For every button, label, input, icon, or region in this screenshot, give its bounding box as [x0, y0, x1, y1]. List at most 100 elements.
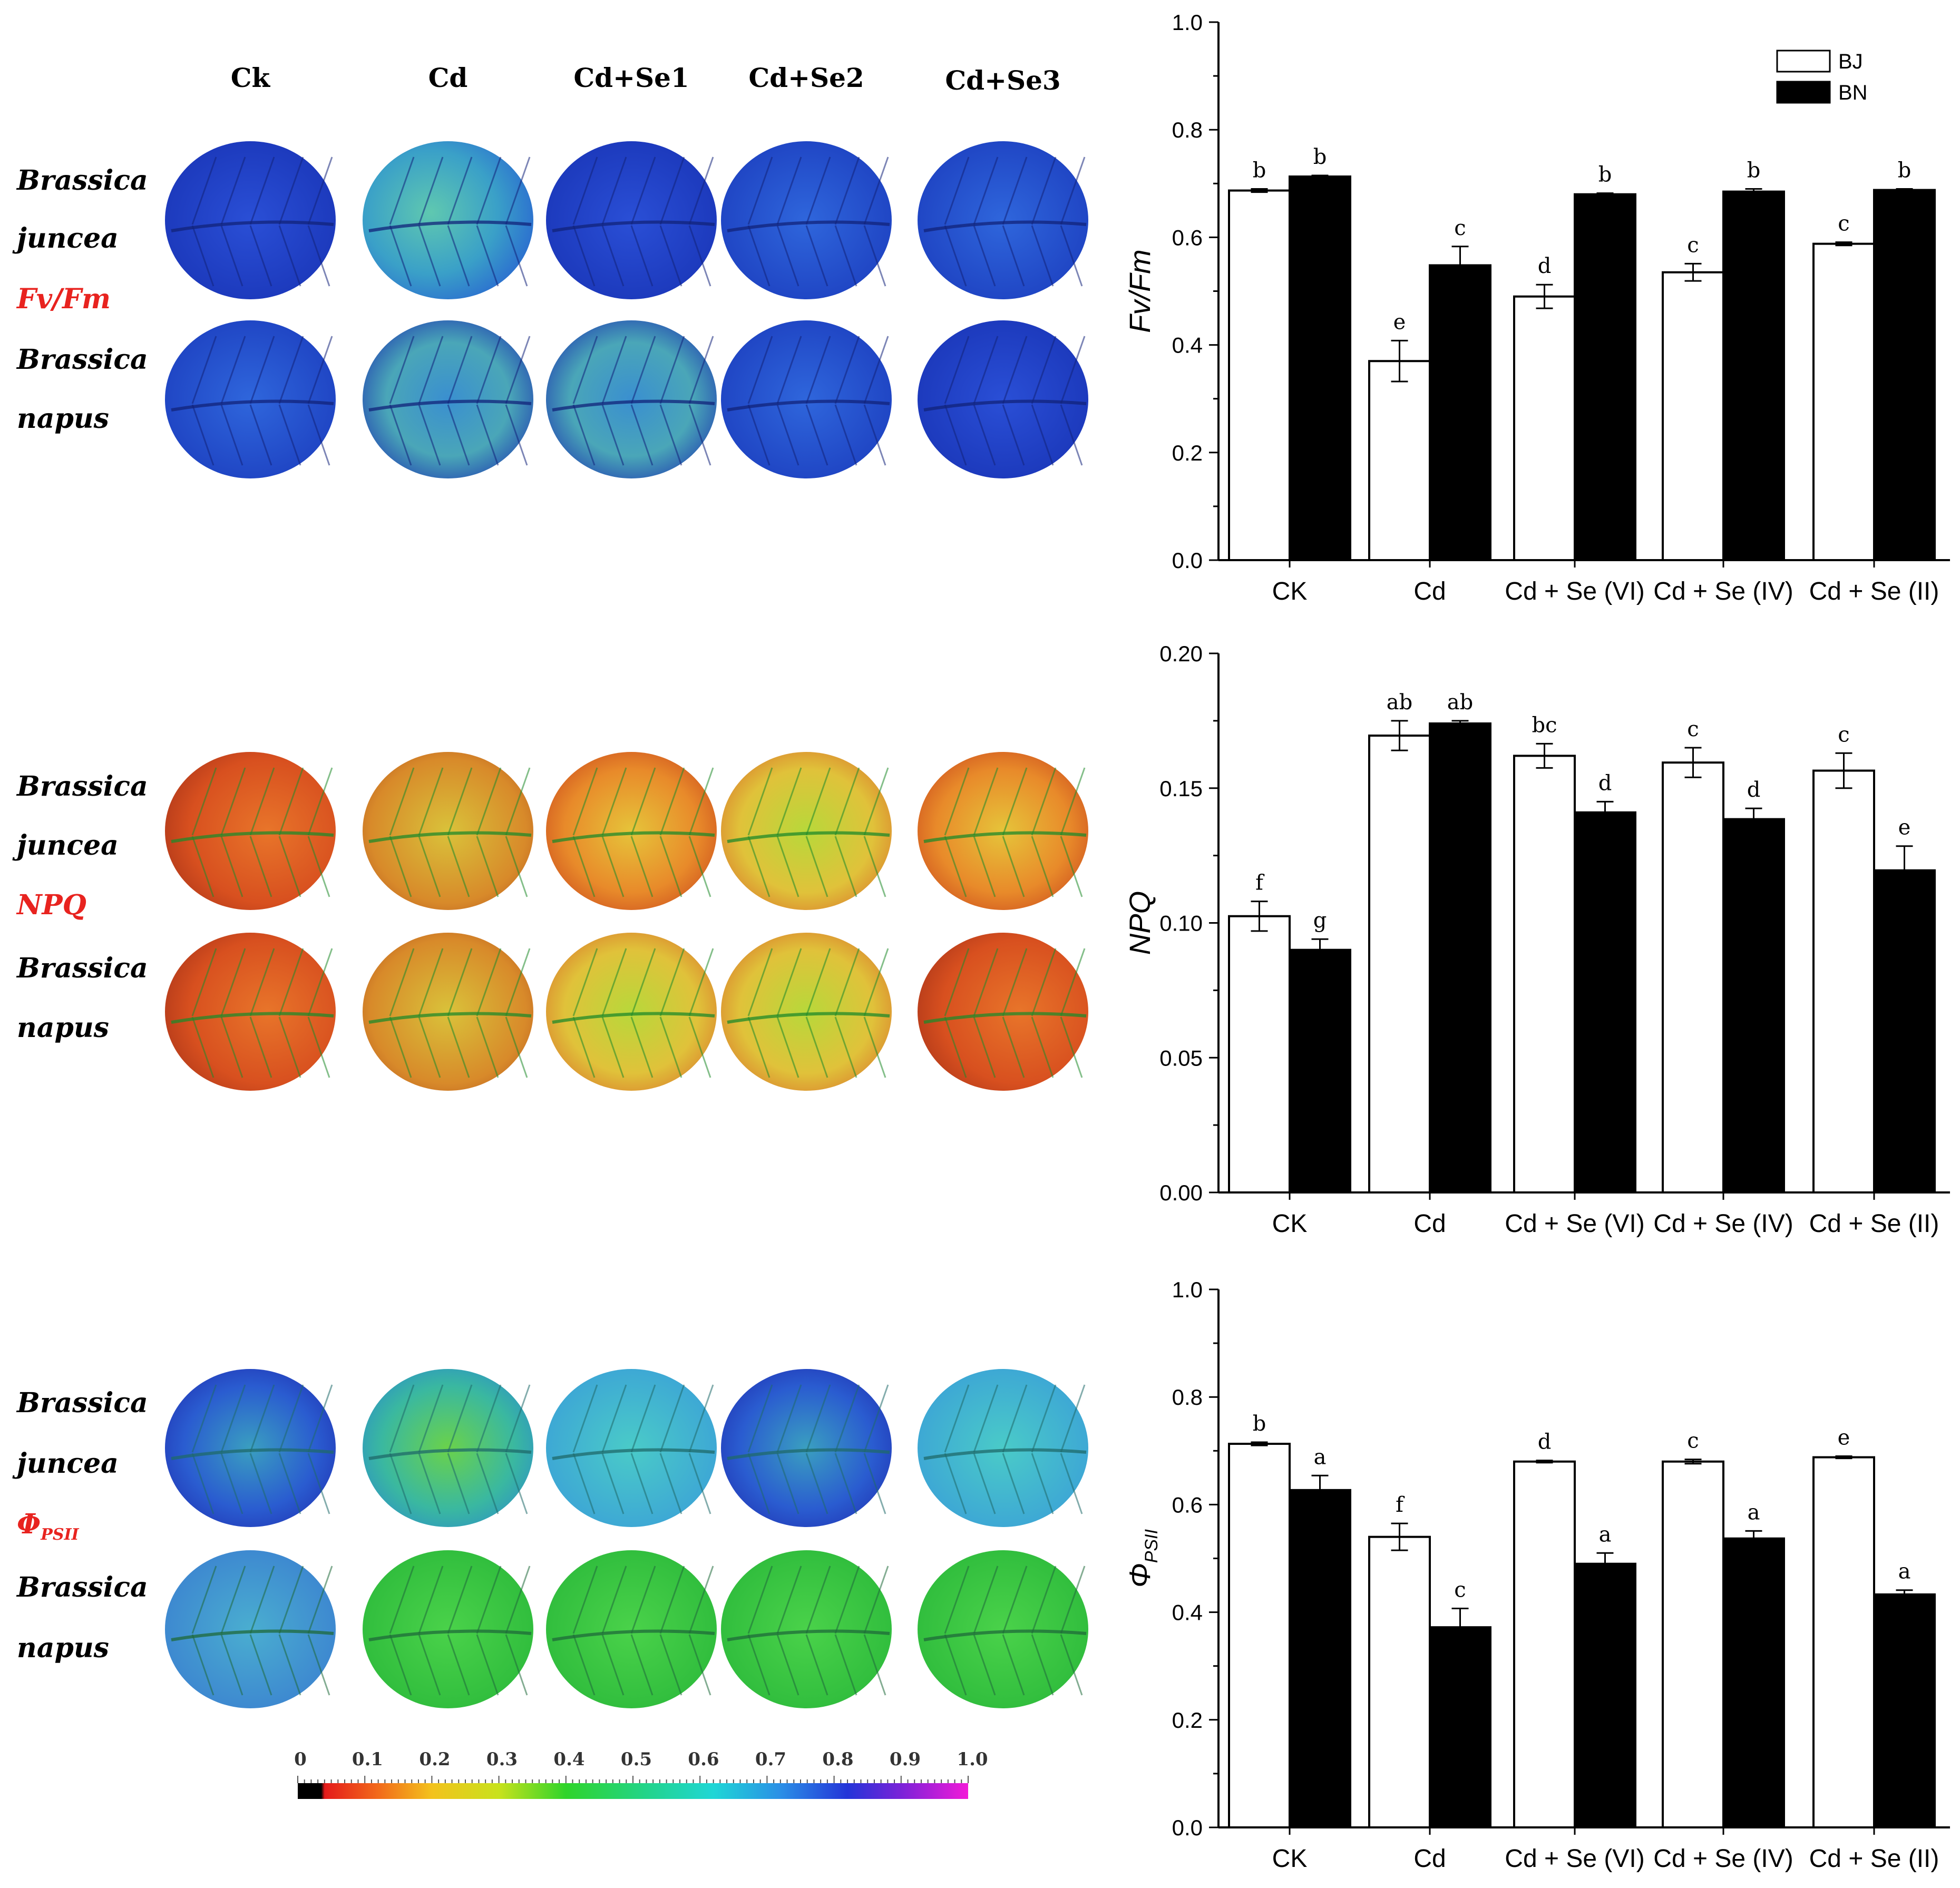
significance-letter: b: [1747, 159, 1761, 183]
species-label: Brassica: [16, 952, 148, 984]
legend: BJ BN: [1776, 50, 1868, 104]
category-label: CK: [1272, 1210, 1308, 1238]
color-scale-label: 1.0: [957, 1749, 988, 1770]
color-scale-label: 0: [294, 1749, 307, 1770]
bar-bn: [1873, 869, 1936, 1194]
bar-bj: [1812, 242, 1875, 562]
bar-bj: [1662, 271, 1724, 561]
bar-bj: [1368, 735, 1431, 1194]
y-tick-label: 0.8: [1172, 1385, 1203, 1410]
significance-letter: ab: [1387, 690, 1412, 715]
leaf-image: [918, 320, 1088, 478]
column-headers: Ck Cd Cd+Se1 Cd+Se2 Cd+Se3: [231, 62, 1061, 96]
leaf-image: [165, 1550, 336, 1708]
significance-letter: c: [1454, 1578, 1466, 1602]
bar-bn: [1289, 948, 1351, 1194]
category-label: Cd + Se (II): [1809, 578, 1939, 605]
species-label: napus: [17, 1012, 109, 1044]
bar-charts: 0.0 0.2 0.4 0.6 0.8 1.0 Fv/Fm CK b b Cd e c Cd + Se (…: [1123, 10, 1950, 1873]
bar-bj: [1368, 360, 1431, 561]
species-label: Brassica: [16, 1571, 148, 1603]
significance-letter: e: [1393, 310, 1406, 334]
col-header-cd-se3: Cd+Se3: [945, 65, 1060, 96]
significance-letter: e: [1838, 1426, 1850, 1450]
significance-letter: d: [1538, 1430, 1552, 1454]
bar-bj: [1812, 1456, 1875, 1828]
bar-bn: [1722, 190, 1785, 561]
significance-letter: f: [1255, 871, 1265, 895]
category-label: Cd: [1413, 1210, 1446, 1238]
bar-bj: [1662, 1460, 1724, 1828]
significance-letter: a: [1599, 1522, 1612, 1547]
leaf-image: [363, 320, 533, 478]
color-scale-label: 0.6: [688, 1749, 719, 1770]
color-scale-label: 0.9: [890, 1749, 921, 1770]
bar-chart-1: 0.0 0.2 0.4 0.6 0.8 1.0 Fv/Fm CK b b Cd e c Cd + Se (…: [1123, 10, 1950, 605]
color-scale-labels: 0 0.1 0.2 0.3 0.4 0.5 0.6 0.7 0.8 0.9 1.0: [294, 1749, 988, 1770]
color-scale-ticks: [297, 1776, 969, 1783]
leaf-image: [546, 1550, 717, 1708]
category-label: Cd + Se (IV): [1653, 1845, 1793, 1873]
bar-bj: [1513, 295, 1576, 562]
leaf-image: [363, 1369, 533, 1527]
bar-bj: [1513, 755, 1576, 1194]
category-label: CK: [1272, 1845, 1308, 1873]
species-label: napus: [17, 403, 109, 435]
category-label: Cd + Se (II): [1809, 1845, 1939, 1873]
significance-letter: c: [1687, 233, 1699, 257]
color-scale-label: 0.8: [822, 1749, 853, 1770]
leaf-image: [165, 320, 336, 478]
bar-bn: [1289, 175, 1351, 562]
species-label: juncea: [12, 222, 119, 255]
leaf-image: [918, 1550, 1088, 1708]
species-label: Brassica: [16, 164, 148, 197]
y-tick-label: 0.6: [1172, 1492, 1203, 1517]
leaf-image: [165, 933, 336, 1091]
leaf-image: [546, 141, 717, 299]
significance-letter: ab: [1447, 690, 1473, 715]
significance-letter: d: [1747, 778, 1761, 802]
y-tick-label: 0.0: [1172, 1815, 1203, 1840]
significance-letter: d: [1538, 254, 1552, 278]
leaf-image: [721, 933, 892, 1091]
category-label: Cd + Se (VI): [1505, 578, 1644, 605]
category-label: Cd + Se (II): [1809, 1210, 1939, 1238]
y-tick-label: 0.2: [1172, 1708, 1203, 1733]
significance-letter: c: [1454, 216, 1466, 240]
significance-letter: c: [1687, 1429, 1699, 1453]
bar-bn: [1289, 1489, 1351, 1828]
bar-bn: [1574, 811, 1636, 1194]
y-tick-label: 0.8: [1172, 118, 1203, 142]
bar-bj: [1228, 1443, 1291, 1829]
significance-letter: d: [1598, 771, 1612, 795]
col-header-cd: Cd: [428, 62, 468, 93]
significance-letter: b: [1898, 159, 1912, 183]
y-tick-label: 0.2: [1172, 441, 1203, 465]
legend-label-bj: BJ: [1838, 50, 1863, 73]
row-labels-npq: Brassica juncea NPQ Brassica napus: [12, 770, 148, 1044]
bar-bj: [1513, 1460, 1576, 1828]
bar-bj: [1368, 1535, 1431, 1828]
significance-letter: c: [1687, 717, 1699, 741]
leaf-images: [165, 141, 1088, 1708]
bar-chart-2: 0.00 0.05 0.10 0.15 0.20 NPQ CK f g Cd ab ab Cd + Se…: [1123, 641, 1950, 1238]
color-scale-label: 0.1: [352, 1749, 383, 1770]
bar-chart-3: 0.0 0.2 0.4 0.6 0.8 1.0 ΦPSII CK b a Cd f c Cd + Se (…: [1123, 1277, 1950, 1873]
category-label: Cd + Se (VI): [1505, 1845, 1644, 1873]
species-label: juncea: [12, 1447, 119, 1480]
y-tick-label: 0.6: [1172, 225, 1203, 250]
significance-letter: c: [1838, 722, 1849, 747]
species-label: juncea: [12, 829, 119, 862]
category-label: Cd: [1413, 578, 1446, 605]
significance-letter: f: [1396, 1493, 1405, 1517]
color-scale: 0 0.1 0.2 0.3 0.4 0.5 0.6 0.7 0.8 0.9 1.0: [294, 1749, 988, 1799]
legend-swatch-bj: [1776, 50, 1831, 73]
col-header-ck: Ck: [231, 62, 271, 93]
category-label: Cd + Se (IV): [1653, 1210, 1793, 1238]
significance-letter: b: [1253, 1412, 1266, 1436]
bar-bn: [1429, 722, 1491, 1194]
leaf-image: [363, 1550, 533, 1708]
species-label: Brassica: [16, 1387, 148, 1419]
y-tick-label: 0.4: [1172, 333, 1203, 358]
category-label: Cd + Se (IV): [1653, 578, 1793, 605]
